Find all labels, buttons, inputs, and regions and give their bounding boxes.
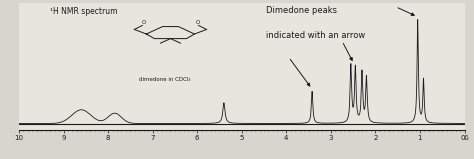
Text: O: O	[141, 20, 146, 25]
Text: O: O	[195, 20, 200, 25]
Text: dimedone in CDCl₃: dimedone in CDCl₃	[139, 77, 191, 82]
Text: ¹H NMR spectrum: ¹H NMR spectrum	[50, 7, 118, 16]
Text: Dimedone peaks: Dimedone peaks	[266, 6, 337, 15]
Text: indicated with an arrow: indicated with an arrow	[266, 31, 365, 40]
